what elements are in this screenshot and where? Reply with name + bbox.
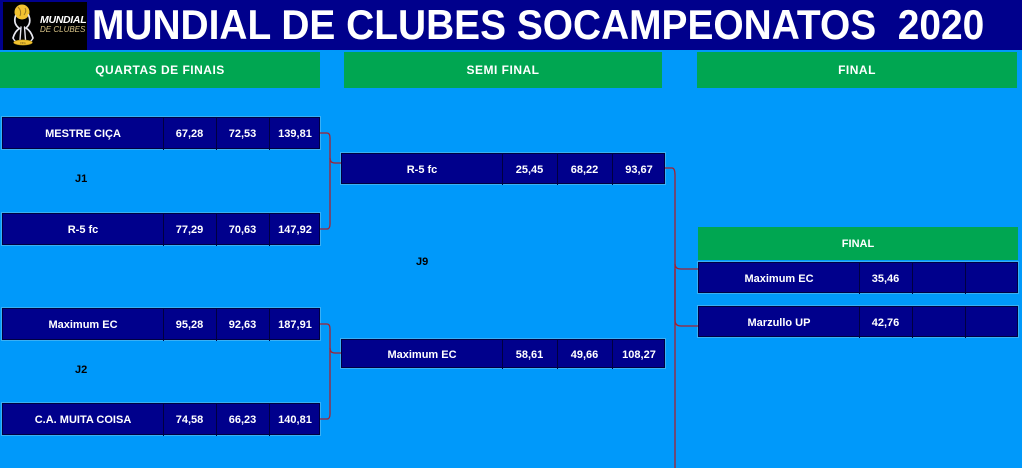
svg-text:FIFA: FIFA	[20, 41, 26, 45]
